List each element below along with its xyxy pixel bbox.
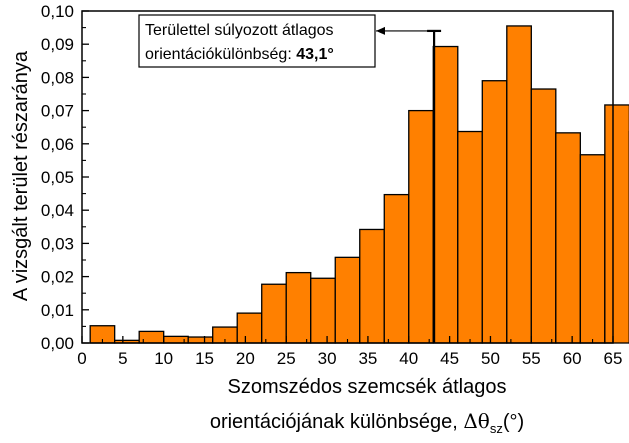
histogram-bar (530, 88, 557, 344)
x-tick-label: 55 (522, 349, 541, 368)
y-axis-title: A vizsgált terület részaránya (10, 50, 32, 301)
histogram-bar (506, 25, 532, 344)
y-tick-label: 0,02 (41, 268, 74, 287)
histogram-bar (432, 45, 459, 344)
y-tick-label: 0,04 (41, 201, 74, 220)
histogram-bar (310, 277, 336, 344)
y-tick-label: 0,01 (41, 301, 74, 320)
histogram-bar (555, 132, 581, 344)
x-axis-title-symbol: Δθ (463, 409, 489, 433)
histogram-bar (604, 104, 629, 344)
annotation-line2-prefix: orientációkülönbség: (145, 46, 296, 63)
y-tick-label: 0,06 (41, 135, 74, 154)
x-tick-label: 10 (154, 349, 173, 368)
y-tick-label: 0,08 (41, 68, 74, 87)
histogram-bar (457, 130, 483, 344)
x-tick-label: 45 (440, 349, 459, 368)
y-tick-label: 0,00 (41, 334, 74, 353)
y-ticks-group: 0,00 0,01 0,02 0,03 0,04 0,05 0,06 0,07 0,08 0,09… (41, 2, 89, 353)
y-tick-label: 0,05 (41, 168, 74, 187)
annotation-value: 43,1° (296, 46, 334, 63)
y-tick-label: 0,10 (41, 2, 74, 21)
x-tick-label: 20 (236, 349, 255, 368)
annotation-frame (138, 14, 376, 68)
histogram-bar (408, 109, 434, 344)
x-ticks-group: 0 5 10 15 20 25 30 35 40 45 50 55 60 65 (77, 336, 622, 368)
x-tick-label: 40 (399, 349, 418, 368)
x-axis-title-subscript: sz (490, 421, 503, 436)
x-tick-label: 35 (358, 349, 377, 368)
y-tick-label: 0,07 (41, 102, 74, 121)
x-axis-title-prefix: orientációjának különbsége, (210, 411, 464, 433)
annotation-line2: orientációkülönbség: 43,1° (145, 46, 334, 63)
x-tick-label: 5 (118, 349, 127, 368)
histogram-bar (579, 154, 606, 344)
histogram-bar (236, 312, 263, 344)
histogram-bar (334, 256, 361, 344)
histogram-bar (187, 336, 214, 344)
histogram-bar (261, 283, 287, 344)
x-tick-label: 60 (563, 349, 582, 368)
histogram-bar (359, 228, 385, 344)
x-tick-label: 65 (604, 349, 623, 368)
annotation-box: Területtel súlyozott átlagos orientációk… (138, 14, 435, 68)
x-tick-label: 0 (77, 349, 86, 368)
y-tick-label: 0,03 (41, 234, 74, 253)
x-axis-title-unit: (°) (503, 411, 524, 433)
x-tick-label: 15 (195, 349, 214, 368)
x-tick-label: 25 (277, 349, 296, 368)
bars-group (89, 25, 629, 344)
annotation-arrow-head (376, 26, 385, 35)
x-axis-title-line1: Szomszédos szemcsék átlagos (227, 376, 506, 398)
histogram-bar (285, 271, 312, 344)
histogram-bar (383, 193, 410, 344)
x-axis-title-line2: orientációjának különbsége, Δθsz(°) (210, 409, 524, 436)
x-tick-label: 50 (481, 349, 500, 368)
y-tick-label: 0,09 (41, 35, 74, 54)
annotation-line1: Területtel súlyozott átlagos (145, 22, 334, 39)
x-tick-label: 30 (318, 349, 337, 368)
histogram-bar (481, 80, 508, 344)
